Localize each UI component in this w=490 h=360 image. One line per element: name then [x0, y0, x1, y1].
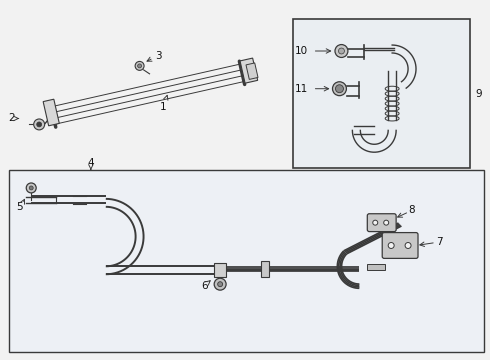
- Circle shape: [26, 183, 36, 193]
- FancyBboxPatch shape: [382, 233, 418, 258]
- Circle shape: [384, 220, 389, 225]
- Circle shape: [373, 220, 378, 225]
- Bar: [261, 261, 269, 277]
- Bar: [9, 170, 484, 352]
- Text: 7: 7: [437, 237, 443, 247]
- Circle shape: [335, 45, 348, 58]
- Circle shape: [135, 62, 144, 70]
- Circle shape: [37, 122, 42, 127]
- Bar: [246, 63, 258, 80]
- Text: 2: 2: [8, 113, 15, 123]
- Bar: [240, 58, 258, 83]
- Circle shape: [339, 48, 344, 54]
- Circle shape: [333, 82, 346, 96]
- Circle shape: [218, 282, 222, 287]
- Circle shape: [405, 243, 411, 248]
- Text: 8: 8: [409, 205, 416, 215]
- Text: 3: 3: [155, 51, 162, 61]
- Circle shape: [34, 119, 45, 130]
- Circle shape: [29, 186, 33, 190]
- Bar: [43, 99, 59, 126]
- Bar: [368, 264, 385, 270]
- FancyBboxPatch shape: [368, 214, 396, 231]
- Text: 6: 6: [201, 281, 208, 291]
- Text: 10: 10: [295, 46, 308, 56]
- Circle shape: [214, 278, 226, 290]
- Circle shape: [138, 64, 142, 68]
- Bar: [293, 19, 470, 168]
- Circle shape: [336, 85, 343, 93]
- Text: 11: 11: [295, 84, 308, 94]
- Text: 1: 1: [160, 95, 168, 112]
- Text: 9: 9: [475, 89, 482, 99]
- Bar: [214, 264, 226, 277]
- Text: 4: 4: [88, 158, 94, 168]
- Text: 5: 5: [16, 202, 23, 212]
- Circle shape: [388, 243, 394, 248]
